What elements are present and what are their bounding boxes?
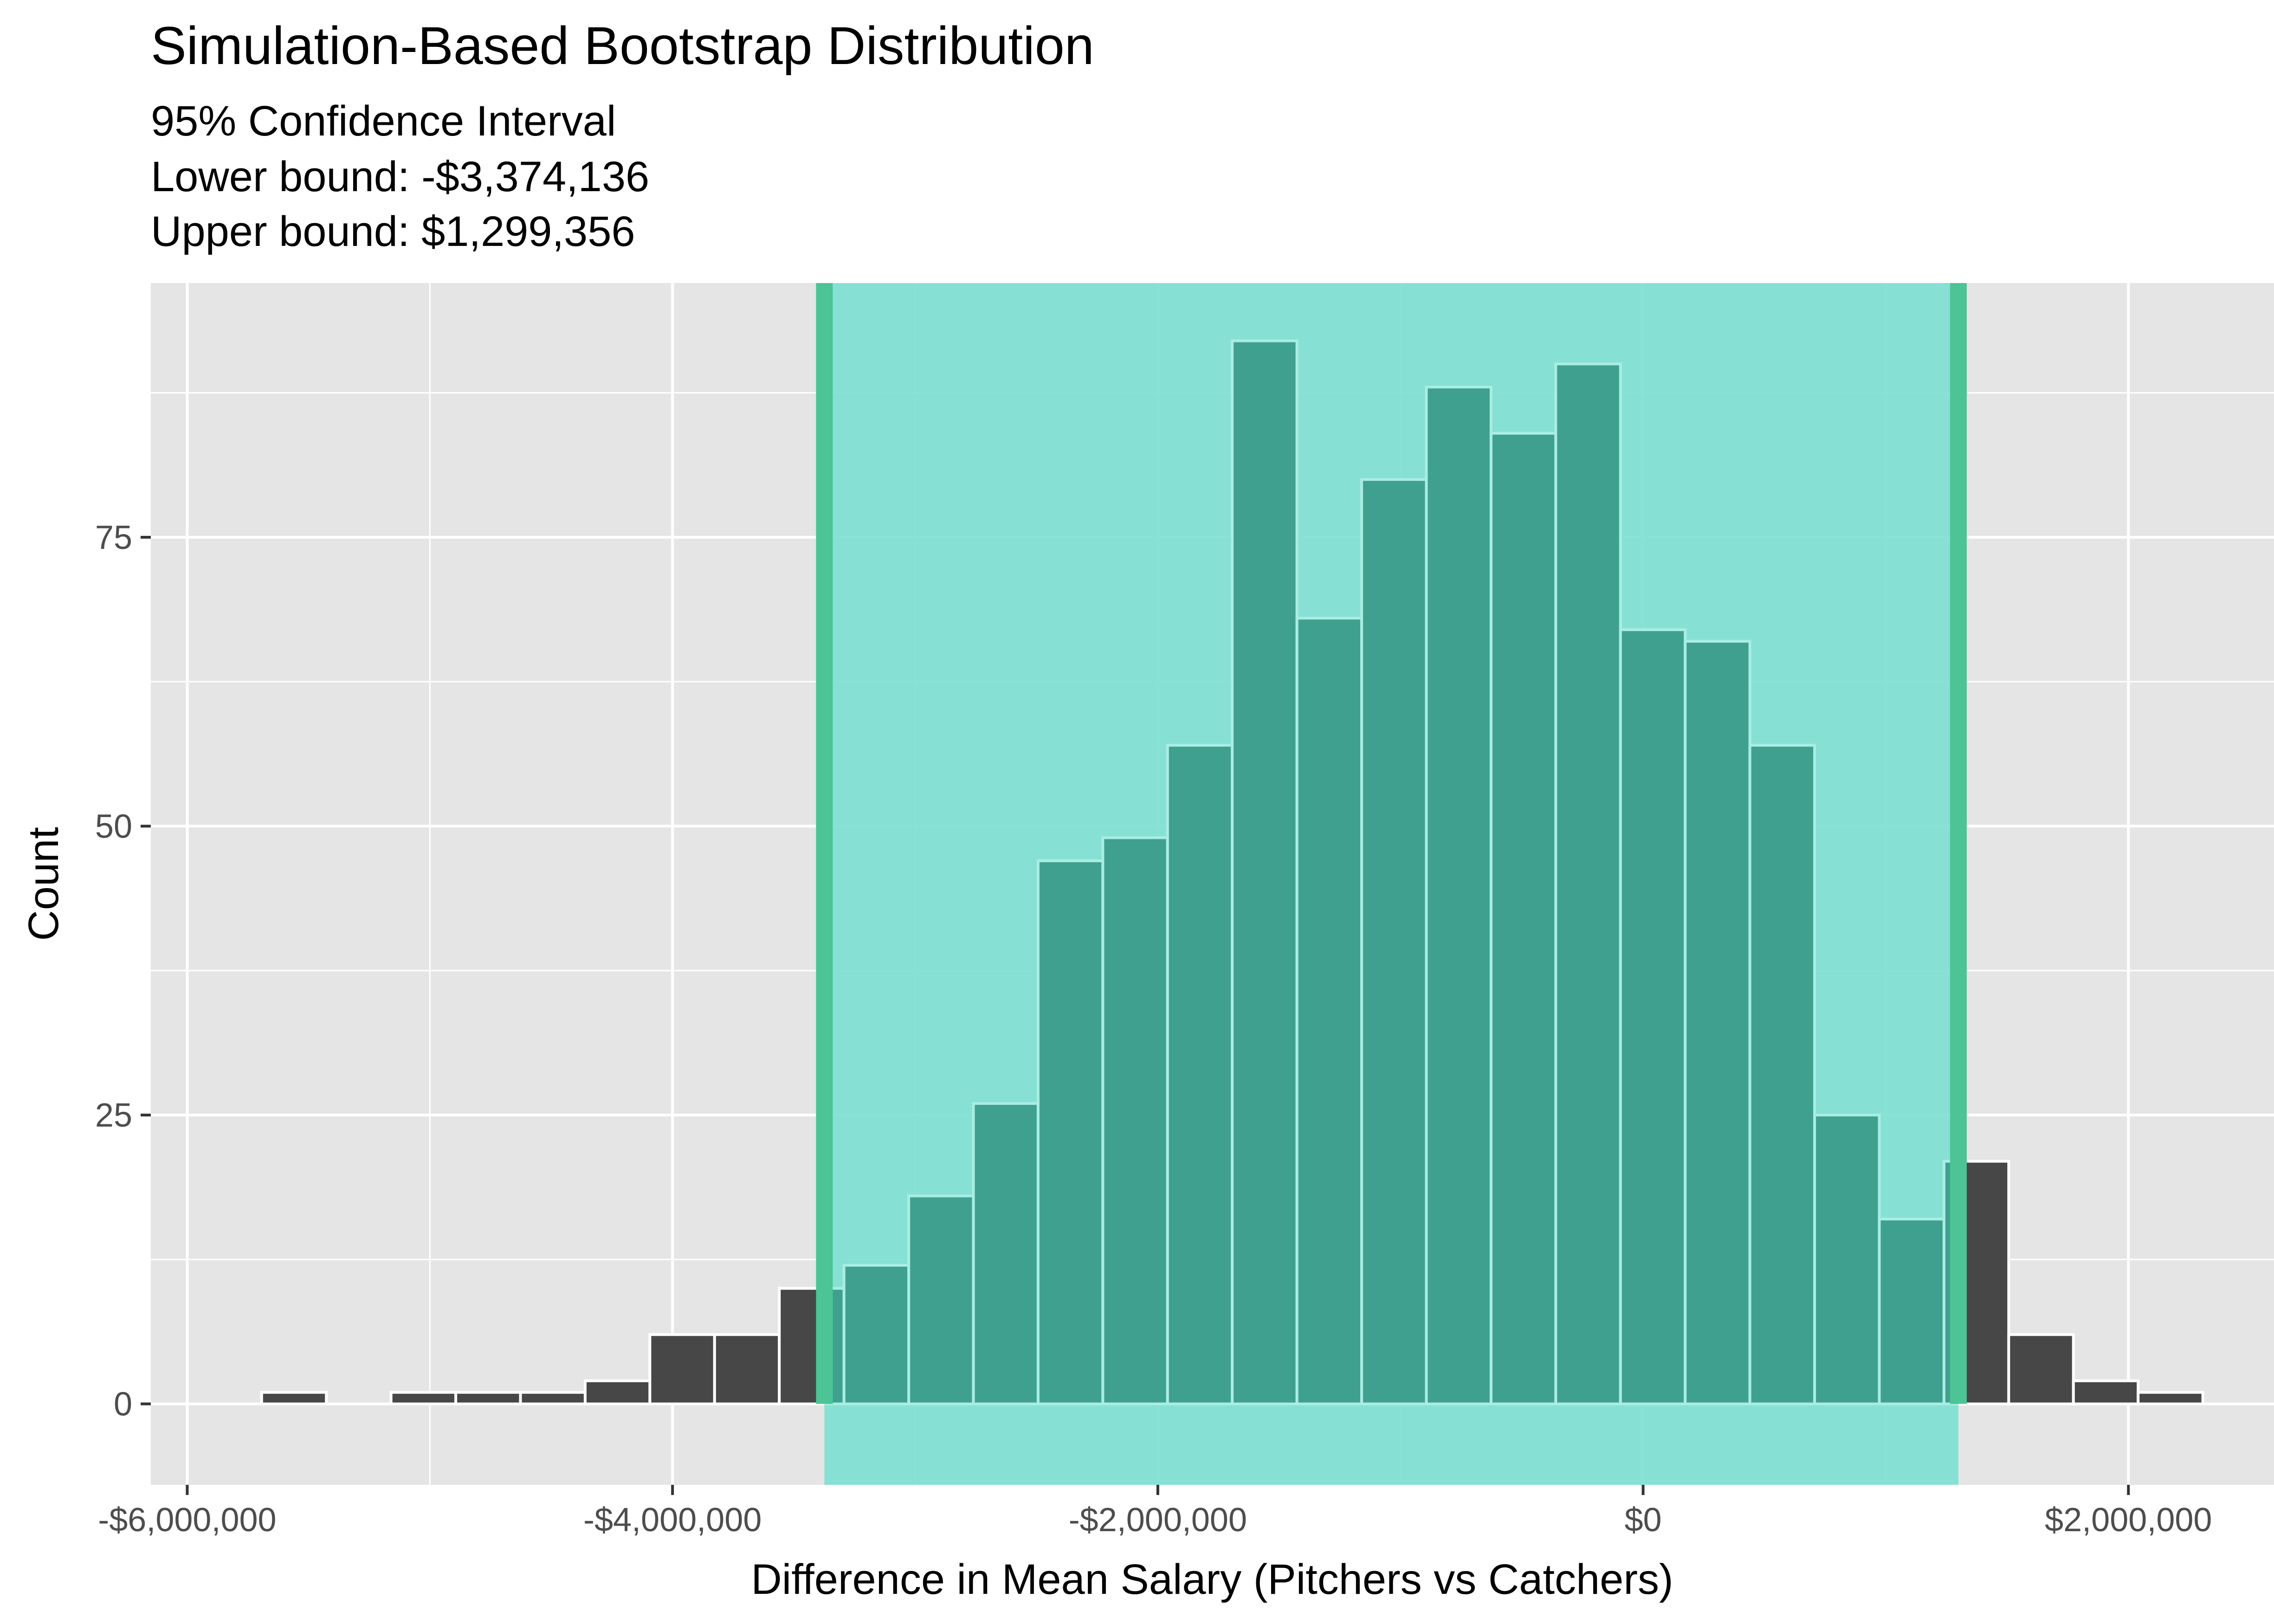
ci-histogram-bar (907, 1194, 975, 1405)
x-tick-label: -$6,000,000 (98, 1502, 276, 1539)
ci-histogram-bar (1748, 744, 1816, 1405)
ci-histogram-bar (1425, 386, 1492, 1405)
histogram-bar (583, 1379, 652, 1405)
chart-subtitle-line-3: Upper bound: $1,299,356 (151, 208, 635, 255)
ci-histogram-bar (1166, 744, 1234, 1405)
histogram-bar (648, 1333, 716, 1405)
x-tick-label: $2,000,000 (2045, 1502, 2212, 1539)
ci-histogram-bar (1295, 617, 1363, 1405)
y-axis-title: Count (20, 827, 67, 941)
ci-histogram-bar (1036, 859, 1105, 1405)
x-axis-title: Difference in Mean Salary (Pitchers vs C… (751, 1556, 1673, 1603)
histogram-bar (389, 1391, 458, 1405)
y-tick-label: 0 (114, 1386, 132, 1423)
ci-histogram-bar (972, 1102, 1040, 1405)
ci-overlay-bars (824, 339, 1958, 1405)
ci-histogram-bar (1231, 339, 1299, 1405)
y-tick-label: 75 (95, 519, 132, 556)
ci-histogram-bar (1813, 1114, 1881, 1405)
ci-histogram-bar (1554, 362, 1622, 1405)
chart-subtitle-line-2: Lower bound: -$3,374,136 (151, 153, 649, 200)
histogram-bar (2137, 1391, 2204, 1405)
chart-title: Simulation-Based Bootstrap Distribution (151, 16, 1094, 76)
ci-histogram-bar (1878, 1218, 1945, 1405)
ci-histogram-bar (1360, 478, 1428, 1405)
x-tick-label: $0 (1625, 1502, 1662, 1539)
y-tick-label: 50 (95, 808, 132, 845)
y-tick-label: 25 (95, 1097, 132, 1134)
ci-histogram-bar (1619, 628, 1687, 1405)
ci-histogram-bar (1684, 640, 1751, 1405)
ci-histogram-bar (842, 1263, 911, 1405)
histogram-bar (260, 1391, 328, 1405)
ci-histogram-bar (1101, 836, 1169, 1405)
confidence-interval (816, 283, 1967, 1485)
histogram-bar (519, 1391, 587, 1405)
ci-histogram-bar (1489, 432, 1557, 1405)
histogram-bar (713, 1333, 781, 1405)
histogram-bar (454, 1391, 522, 1405)
x-tick-label: -$2,000,000 (1069, 1502, 1247, 1539)
chart-subtitle-line-1: 95% Confidence Interval (151, 97, 616, 145)
axes: -$6,000,000 -$4,000,000 -$2,000,000 $0 $2,00… (95, 519, 2212, 1539)
x-tick-label: -$4,000,000 (583, 1502, 762, 1539)
histogram-bar (2007, 1333, 2075, 1405)
histogram-bar (2072, 1379, 2140, 1405)
